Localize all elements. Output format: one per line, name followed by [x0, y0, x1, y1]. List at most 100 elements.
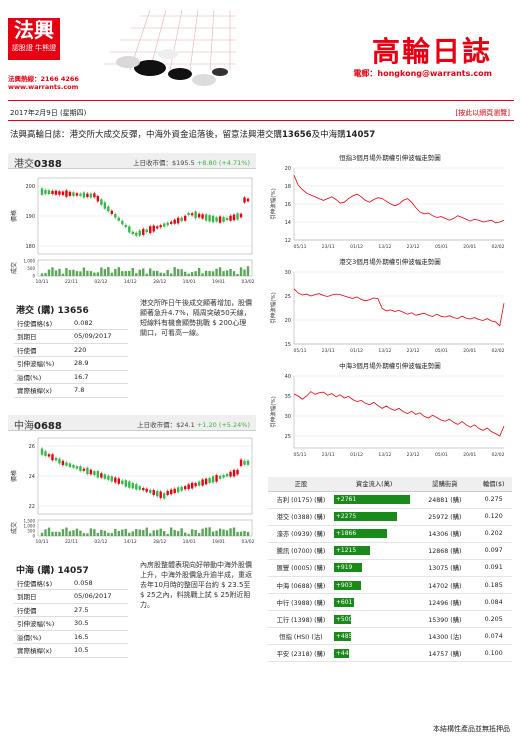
spec-label: 行使價: [14, 343, 71, 357]
candle-body: [163, 223, 166, 227]
volume-bar: [121, 271, 124, 276]
volume-bar: [124, 528, 127, 536]
volume-bar: [131, 267, 134, 276]
candle-body: [54, 190, 58, 195]
candle-body: [218, 475, 222, 479]
volume-tick-label: 1,000: [24, 259, 36, 264]
y-tick-label: 200: [25, 184, 35, 190]
flow-bar: +2275: [333, 512, 398, 522]
candle-body: [173, 219, 176, 224]
candle-body: [225, 473, 229, 477]
flow-bar: +440: [333, 648, 353, 658]
candle-body: [110, 476, 114, 482]
volume-bar: [152, 270, 155, 276]
x-tick-label: 23/11: [322, 452, 335, 458]
spec-value: 7.8: [71, 383, 128, 398]
x-tick-label: 28/12: [153, 539, 166, 545]
volume-bar: [93, 529, 96, 536]
candle-body: [114, 477, 117, 483]
flow-stock: 匯豐 (0005) (購): [268, 559, 334, 577]
candle-body: [82, 468, 86, 471]
x-tick-label: 02/12: [94, 539, 107, 545]
x-tick-label: 23/11: [322, 244, 335, 250]
candle-body: [152, 225, 155, 232]
flow-column-header: 正股: [268, 477, 334, 492]
volume-bar: [169, 527, 173, 536]
x-tick-label: 14/12: [124, 279, 137, 285]
spec-row: 溢價(%) 16.7: [14, 370, 128, 384]
candle-body: [190, 482, 194, 489]
go-board-image: [104, 10, 236, 86]
flow-stock: 工行 (1398) (購): [268, 610, 334, 629]
candle-body: [68, 463, 72, 468]
candle-body: [183, 486, 187, 490]
volume-bar: [58, 268, 61, 276]
headline-prefix: 法興高輪日誌：港交所大成交反彈，中海外資金追落後，留意法興港交購: [10, 130, 283, 140]
volume-bar: [54, 270, 58, 276]
flow-bar-cell: +903: [333, 576, 415, 595]
candle-body: [135, 232, 138, 236]
candle-body: [229, 471, 232, 477]
candle-body: [72, 192, 75, 197]
web-view-link[interactable]: [按此以網頁瀏覽]: [455, 109, 510, 117]
volume-bar: [79, 530, 82, 536]
candle-body: [96, 195, 100, 202]
flow-column-header: 資金流入(萬): [333, 477, 415, 492]
x-tick-label: 02/12: [94, 279, 107, 285]
candle-body: [243, 197, 246, 203]
volume-plot-frame: [37, 519, 253, 537]
volume-bar: [121, 529, 124, 536]
candle-body: [180, 486, 183, 491]
volume-bar: [61, 529, 65, 536]
volume-bar: [180, 269, 183, 276]
flow-column-header: 認購街貨: [414, 477, 476, 492]
volume-bar: [169, 273, 173, 276]
volume-bar: [229, 268, 232, 276]
price-axis-label: 價格: [10, 210, 18, 222]
candle-body: [176, 487, 180, 493]
candle-body: [117, 478, 121, 484]
x-tick-label: 02/02: [492, 348, 505, 354]
volume-bar: [190, 529, 194, 536]
flow-bar-cell: +1866: [333, 525, 415, 543]
y-axis-label: 引伸波幅(%): [269, 292, 277, 324]
website-link[interactable]: www.warrants.com: [8, 83, 79, 91]
candle-body: [40, 188, 44, 195]
volume-tick-label: 0: [32, 534, 35, 539]
candle-body: [54, 457, 58, 461]
candle-body: [121, 220, 124, 225]
volume-bar: [232, 271, 236, 276]
candle-body: [232, 214, 236, 221]
candle-body: [239, 459, 243, 467]
iv-line-chart: 30 25 20 15 引伸波幅(%) 05/11 23/11 01/12 13/12 23/12…: [269, 270, 505, 354]
volume-bar: [211, 271, 215, 276]
volume-bar: [96, 272, 100, 276]
stock2-change: +1.20 (+5.24%): [196, 421, 250, 429]
x-tick-label: 02/02: [492, 244, 505, 250]
candle-body: [89, 193, 93, 198]
candle-body: [103, 202, 107, 209]
volume-bar: [163, 273, 166, 276]
candle-body: [183, 215, 187, 221]
flow-bar-cell: +500: [333, 610, 415, 629]
candle-body: [145, 229, 148, 233]
volume-bar: [89, 271, 93, 276]
flow-stock: 恒指 (HSI) (沽): [268, 627, 334, 646]
headline-code-2: 14057: [345, 130, 376, 140]
y-tick-label: 190: [25, 214, 35, 220]
spec-value: 05/06/2017: [71, 589, 128, 604]
volume-bar: [86, 533, 89, 536]
flow-row: 騰訊 (0700) (購) +1215 12868 (購) 0.097: [268, 542, 512, 560]
volume-bar: [201, 273, 204, 276]
logo-main-text: 法興: [14, 18, 54, 42]
volume-bar: [183, 532, 187, 536]
flow-stock: 濠亦 (0939) (購): [268, 525, 334, 543]
flow-bar-cell: +2761: [333, 491, 415, 509]
x-tick-label: 05/01: [435, 348, 448, 354]
volume-bar: [208, 271, 211, 276]
candle-body: [51, 190, 54, 195]
candle-body: [208, 477, 211, 483]
email-link[interactable]: 電郵：hongkong@warrants.com: [353, 69, 492, 78]
volume-bar: [58, 531, 61, 536]
stock1-price: 上日收市價：$195.5 +8.80 (+4.71%): [133, 157, 250, 167]
